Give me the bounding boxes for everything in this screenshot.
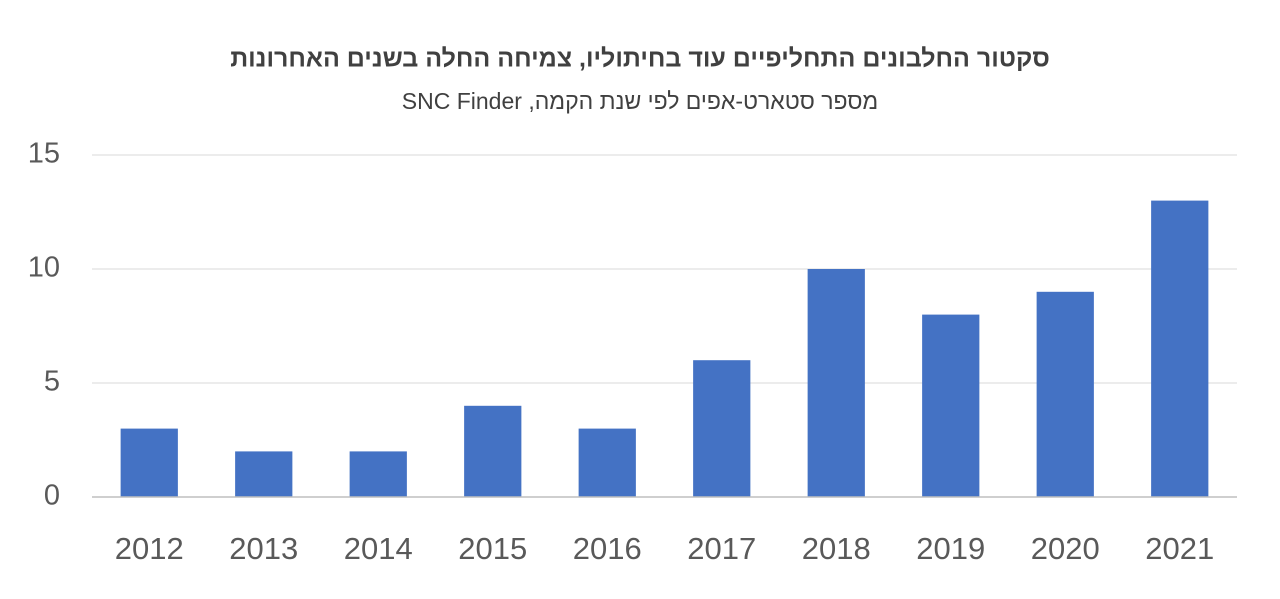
y-tick-label: 5 (44, 366, 60, 398)
y-tick-label: 15 (28, 138, 60, 170)
chart-subtitle: מספר סטארט-אפים לפי שנת הקמה, SNC Finder (402, 88, 878, 114)
bar (120, 428, 178, 497)
bar (1036, 291, 1094, 497)
x-tick-label: 2012 (115, 531, 184, 566)
y-tick-label: 10 (28, 252, 60, 284)
bar (807, 269, 865, 497)
bar (349, 451, 407, 497)
bar (693, 360, 751, 497)
x-tick-label: 2021 (1145, 531, 1214, 566)
x-tick-label: 2018 (802, 531, 871, 566)
x-tick-label: 2017 (687, 531, 756, 566)
bar (235, 451, 293, 497)
x-tick-label: 2016 (573, 531, 642, 566)
bar (922, 314, 980, 497)
chart-title: סקטור החלבונים התחליפיים עוד בחיתוליו, צ… (230, 45, 1050, 73)
x-tick-label: 2013 (229, 531, 298, 566)
x-tick-label: 2014 (344, 531, 413, 566)
bar (578, 428, 636, 497)
x-tick-label: 2019 (916, 531, 985, 566)
bar (464, 405, 522, 497)
bar (1151, 200, 1209, 497)
x-tick-label: 2015 (458, 531, 527, 566)
x-tick-label: 2020 (1031, 531, 1100, 566)
y-tick-label: 0 (44, 480, 60, 512)
